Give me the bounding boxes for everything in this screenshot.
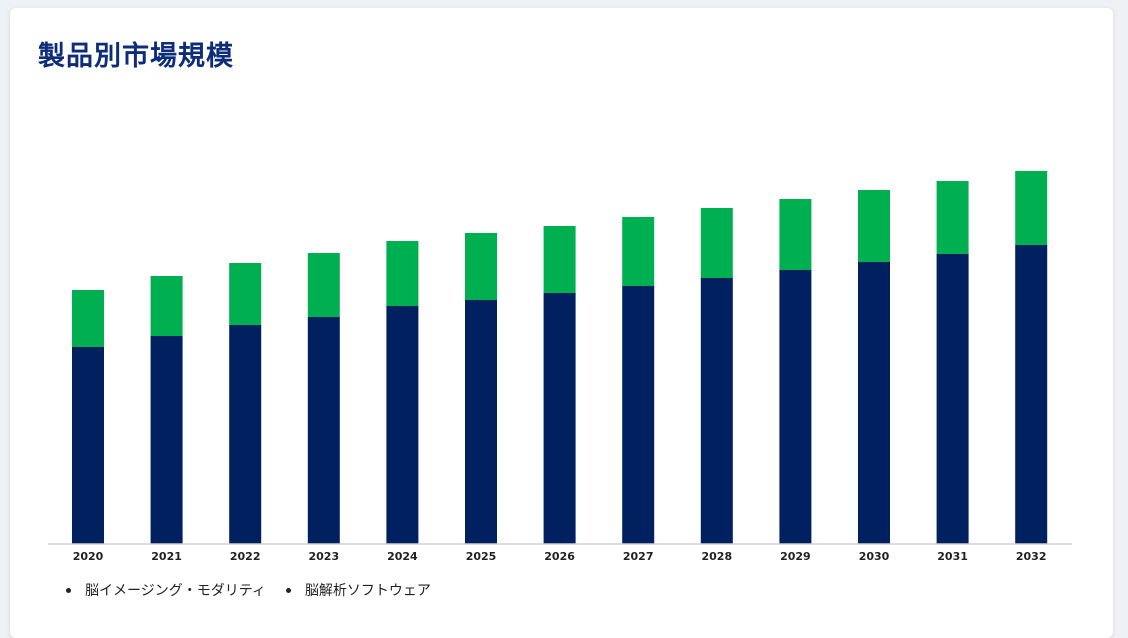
stacked-bar-chart: 2020 2021 2022 2023 2024 2025 2026 2027 2028 2029… bbox=[48, 171, 1072, 563]
legend-label-imaging: 脳イメージング・モダリティ bbox=[85, 583, 266, 599]
bar-software-2020[interactable] bbox=[72, 290, 104, 347]
bar-imaging-2029[interactable] bbox=[779, 270, 812, 544]
bar-software-2022[interactable] bbox=[229, 263, 262, 325]
bar-imaging-2030[interactable] bbox=[858, 262, 890, 544]
x-tick-label-2028: 2028 bbox=[701, 550, 732, 563]
x-tick-label-2020: 2020 bbox=[73, 550, 104, 563]
legend-item-software[interactable]: 脳解析ソフトウェア bbox=[285, 580, 431, 600]
x-tick-label-2024: 2024 bbox=[387, 550, 418, 563]
bar-imaging-2028[interactable] bbox=[700, 278, 733, 544]
chart-title: 製品別市場規模 bbox=[38, 41, 234, 72]
bars-group bbox=[72, 171, 1048, 544]
bar-imaging-2020[interactable] bbox=[72, 347, 104, 544]
bar-imaging-2025[interactable] bbox=[465, 300, 497, 544]
bar-software-2029[interactable] bbox=[779, 199, 812, 270]
bar-imaging-2027[interactable] bbox=[622, 286, 655, 544]
x-tick-label-2032: 2032 bbox=[1016, 550, 1047, 563]
x-tick-label-2029: 2029 bbox=[780, 550, 811, 563]
x-tick-labels: 2020 2021 2022 2023 2024 2025 2026 2027 2028 2029… bbox=[73, 550, 1047, 563]
bar-software-2027[interactable] bbox=[622, 217, 655, 286]
legend-item-imaging[interactable]: 脳イメージング・モダリティ bbox=[66, 580, 266, 600]
legend-label-software: 脳解析ソフトウェア bbox=[304, 583, 431, 599]
legend-bullet-icon bbox=[285, 587, 291, 593]
x-tick-label-2021: 2021 bbox=[151, 550, 182, 563]
x-tick-label-2031: 2031 bbox=[937, 550, 968, 563]
bar-software-2021[interactable] bbox=[150, 276, 183, 336]
bar-software-2032[interactable] bbox=[1015, 171, 1048, 245]
x-tick-label-2023: 2023 bbox=[308, 550, 339, 563]
bar-software-2025[interactable] bbox=[465, 233, 497, 300]
chart-card: 製品別市場規模 2020 2021 2022 2023 2024 2025 2026 2027… bbox=[10, 8, 1113, 638]
bar-software-2028[interactable] bbox=[700, 208, 733, 278]
bar-imaging-2026[interactable] bbox=[543, 293, 576, 544]
x-tick-label-2022: 2022 bbox=[230, 550, 261, 563]
x-tick-label-2027: 2027 bbox=[623, 550, 654, 563]
x-tick-label-2025: 2025 bbox=[466, 550, 497, 563]
bar-imaging-2023[interactable] bbox=[307, 317, 340, 544]
legend-bullet-icon bbox=[66, 587, 71, 593]
bar-imaging-2021[interactable] bbox=[150, 336, 183, 544]
bar-software-2024[interactable] bbox=[386, 241, 419, 306]
x-tick-label-2030: 2030 bbox=[859, 550, 890, 563]
bar-software-2026[interactable] bbox=[543, 226, 576, 293]
bar-software-2023[interactable] bbox=[307, 253, 340, 317]
bar-imaging-2031[interactable] bbox=[936, 254, 969, 544]
bar-software-2031[interactable] bbox=[936, 181, 969, 254]
x-tick-label-2026: 2026 bbox=[544, 550, 575, 563]
legend: 脳イメージング・モダリティ 脳解析ソフトウェア bbox=[66, 580, 451, 600]
bar-software-2030[interactable] bbox=[858, 190, 890, 262]
bar-imaging-2022[interactable] bbox=[229, 325, 262, 544]
bar-imaging-2024[interactable] bbox=[386, 306, 419, 544]
bar-imaging-2032[interactable] bbox=[1015, 245, 1048, 544]
